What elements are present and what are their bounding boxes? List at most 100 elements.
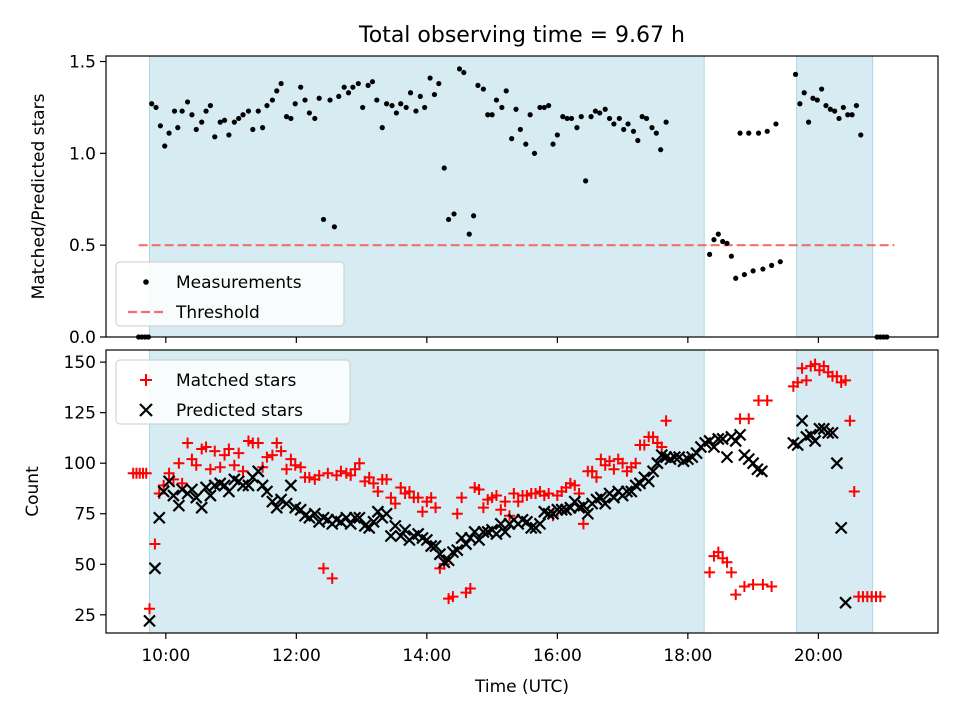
y-tick-label: 75 bbox=[74, 505, 96, 525]
measurement-point bbox=[431, 91, 438, 98]
measurement-point bbox=[274, 88, 280, 94]
measurement-point bbox=[707, 251, 713, 257]
matched-star-point bbox=[456, 492, 468, 504]
measurement-point bbox=[480, 86, 486, 92]
matched-star-point bbox=[149, 538, 161, 550]
matched-star-point bbox=[252, 437, 264, 449]
measurement-point bbox=[264, 102, 270, 109]
measurement-point bbox=[616, 115, 622, 122]
y-tick-label: 125 bbox=[64, 404, 96, 424]
predicted-star-point bbox=[218, 479, 231, 492]
measurement-point bbox=[374, 97, 380, 103]
measurement-point bbox=[517, 126, 523, 133]
measurement-point bbox=[166, 130, 172, 136]
matched-star-point bbox=[840, 374, 852, 386]
predicted-star-point bbox=[533, 517, 547, 531]
measurement-point bbox=[153, 104, 159, 111]
measurement-point bbox=[445, 216, 452, 223]
measurement-point bbox=[451, 211, 457, 217]
predicted-star-point bbox=[620, 485, 634, 498]
predicted-star-point bbox=[236, 479, 250, 492]
matched-star-point bbox=[214, 461, 226, 473]
matched-star-point bbox=[140, 467, 152, 479]
matched-star-point bbox=[303, 471, 315, 483]
measurement-point bbox=[422, 104, 428, 111]
predicted-star-point bbox=[568, 495, 582, 508]
matched-star-point bbox=[569, 479, 581, 491]
measurement-point bbox=[527, 112, 533, 118]
measurement-point bbox=[231, 119, 237, 125]
matched-star-point bbox=[271, 437, 283, 449]
matched-star-point bbox=[223, 443, 235, 455]
measurement-point bbox=[331, 224, 337, 230]
measurement-point bbox=[407, 90, 414, 96]
matched-star-point bbox=[595, 453, 607, 465]
matched-star-point bbox=[261, 451, 273, 463]
measurement-point bbox=[475, 82, 481, 88]
matched-star-point bbox=[363, 471, 375, 483]
matched-star-point bbox=[508, 488, 520, 500]
matched-star-point bbox=[389, 498, 401, 510]
matched-star-point bbox=[512, 496, 524, 508]
predicted-star-point bbox=[398, 523, 412, 537]
matched-star-point bbox=[182, 437, 194, 449]
predicted-star-point bbox=[720, 450, 734, 464]
predicted-star-point bbox=[242, 479, 255, 492]
matched-star-point bbox=[721, 556, 733, 568]
measurement-point bbox=[653, 130, 659, 136]
legend-box bbox=[115, 359, 351, 425]
matched-star-point bbox=[792, 376, 804, 388]
matched-star-point bbox=[617, 457, 629, 469]
y-axis-label: Count bbox=[23, 466, 43, 517]
measurement-point bbox=[840, 104, 846, 111]
measurement-point bbox=[240, 112, 246, 118]
predicted-star-point bbox=[256, 479, 269, 492]
predicted-star-point bbox=[542, 507, 555, 521]
measurement-point bbox=[568, 115, 575, 122]
measurement-point bbox=[493, 97, 500, 103]
matched-star-point bbox=[796, 362, 808, 374]
matched-star-point bbox=[800, 374, 812, 386]
measurement-point bbox=[298, 84, 304, 90]
measurement-point bbox=[711, 237, 717, 243]
predicted-star-point bbox=[524, 521, 538, 535]
measurement-point bbox=[149, 101, 155, 107]
matched-star-point bbox=[313, 469, 325, 481]
y-tick-label: 1.5 bbox=[69, 53, 96, 73]
measurement-point bbox=[456, 66, 463, 72]
predicted-star-point bbox=[520, 515, 534, 529]
matched-star-point bbox=[499, 496, 511, 508]
predicted-star-point bbox=[394, 529, 408, 543]
matched-star-point bbox=[326, 572, 338, 584]
predicted-star-point bbox=[442, 553, 455, 567]
measurement-point bbox=[546, 102, 552, 109]
predicted-star-point bbox=[367, 515, 380, 529]
measurement-point bbox=[162, 143, 168, 149]
predicted-star-point bbox=[651, 456, 664, 470]
matched-star-point bbox=[730, 589, 742, 601]
matched-star-point bbox=[403, 486, 415, 497]
predicted-star-point bbox=[498, 525, 512, 539]
measurement-point bbox=[260, 125, 266, 131]
measurement-point bbox=[365, 82, 371, 88]
measurement-point bbox=[278, 80, 284, 87]
matched-star-point bbox=[743, 413, 755, 425]
measurement-point bbox=[355, 80, 361, 87]
measurement-point bbox=[805, 119, 812, 125]
matched-star-point bbox=[766, 581, 778, 593]
measurement-point bbox=[403, 104, 409, 111]
predicted-star-point bbox=[420, 533, 434, 547]
predicted-star-point bbox=[839, 596, 852, 609]
measurement-point bbox=[564, 115, 570, 122]
y-tick-label: 150 bbox=[64, 353, 96, 373]
measurement-point bbox=[639, 114, 645, 120]
measurement-point bbox=[360, 104, 366, 111]
predicted-star-point bbox=[280, 497, 293, 510]
matched-star-point bbox=[237, 465, 249, 477]
legend: Matched stars Predicted stars bbox=[115, 359, 351, 425]
measurement-point bbox=[217, 119, 223, 125]
matched-star-point bbox=[266, 449, 278, 461]
measurement-point bbox=[398, 101, 404, 107]
matched-star-point bbox=[385, 492, 397, 504]
x-tick-label: 14:00 bbox=[402, 646, 451, 666]
